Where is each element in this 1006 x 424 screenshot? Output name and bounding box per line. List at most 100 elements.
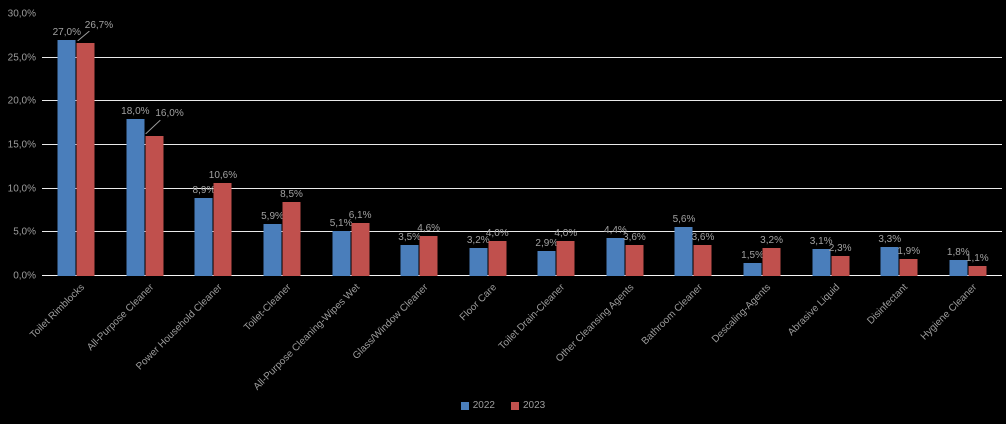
category-label: Floor Care [457, 282, 499, 324]
bar-2023: 3,6% [623, 232, 646, 276]
category-label: Glass/Window Cleaner [350, 282, 431, 362]
category-group: 5,9% 8,5% Toilet-Cleaner [242, 14, 317, 334]
category-group: 8,9% 10,6% Power Household Cleaner [134, 14, 248, 372]
bar-2022: 18,0% [121, 106, 150, 276]
gridline [42, 56, 1002, 58]
legend-item-2023: 2023 [511, 400, 545, 411]
bar-pair: 8,9% 10,6% [193, 14, 237, 276]
bar-value-label: 1,9% [897, 246, 921, 258]
category-group: 3,5% 4,6% Glass/Window Cleaner [351, 14, 454, 362]
bar-pair: 1,8% 1,1% [947, 14, 989, 276]
category-group: 3,1% 2,3% Abrasive Liquid [786, 14, 865, 338]
bar-2022: 2,9% [535, 238, 558, 276]
bar-2022: 27,0% [53, 27, 81, 276]
bar-pair: 4,4% 3,6% [604, 14, 646, 276]
bar-2023: 6,1% [349, 210, 371, 276]
category-label: Descaling-Agents [710, 282, 774, 346]
gridline [42, 187, 1002, 189]
bar-2023: 4,0% [486, 228, 509, 276]
bar-pair: 2,9% 4,0% [535, 14, 578, 276]
legend: 2022 2023 [0, 400, 1006, 411]
bar-pair: 3,3% 1,9% [878, 14, 920, 276]
y-tick-label: 20,0% [7, 95, 36, 107]
category-label: Toilet Rimblocks [28, 282, 88, 341]
category-group: 3,3% 1,9% Disinfectant [865, 14, 934, 327]
bar-value-label: 5,6% [672, 214, 696, 226]
bar-2023: 2,3% [829, 243, 852, 276]
legend-label: 2022 [472, 400, 495, 411]
category-group: 3,2% 4,0% Floor Care [453, 14, 522, 323]
bar-value-label: 2,3% [828, 242, 852, 254]
bar-2022: 5,6% [673, 214, 695, 276]
category-label: Other Cleansing Agents [553, 282, 637, 365]
category-group: 4,4% 3,6% Other Cleansing Agents [554, 14, 660, 365]
bar-value-label: 8,5% [280, 188, 303, 200]
bar-2022: 3,2% [467, 235, 490, 276]
bar-value-label: 3,6% [691, 231, 715, 243]
bar-pair: 5,6% 3,6% [673, 14, 714, 276]
bar-value-label: 8,9% [192, 185, 216, 197]
bar-pair: 18,0% 16,0% [121, 14, 184, 276]
bar-2022: 1,5% [741, 250, 764, 276]
y-tick-label: 25,0% [7, 52, 36, 64]
bar-2022: 8,9% [193, 185, 215, 276]
bar-pair: 5,9% 8,5% [261, 14, 303, 276]
legend-swatch [511, 401, 519, 410]
bar-value-label: 3,6% [623, 231, 646, 243]
bar-2023: 3,2% [760, 235, 783, 276]
plot-area: 27,0% 26,7% Toilet Rimblocks 18,0% 16,0% All-… [29, 14, 1002, 393]
bar-2023: 8,5% [280, 189, 303, 276]
bar-2023: 26,7% [76, 20, 113, 276]
bar-value-label: 4,0% [554, 228, 578, 240]
bar-2023: 1,1% [966, 253, 989, 276]
bar-2023: 10,6% [209, 170, 237, 276]
label-leader-line [145, 120, 161, 135]
bar-value-label: 10,6% [208, 170, 238, 182]
legend-swatch [460, 401, 469, 410]
y-tick-label: 5,0% [13, 226, 36, 238]
bar-2023: 4,6% [417, 223, 440, 276]
gridline [42, 144, 1002, 145]
y-tick-label: 15,0% [7, 139, 36, 151]
bar-value-label: 1,8% [946, 247, 970, 259]
bar-value-label: 4,0% [485, 228, 509, 240]
x-axis-line [42, 275, 1002, 276]
bar-groups: 27,0% 26,7% Toilet Rimblocks 18,0% 16,0% All-… [29, 14, 1002, 393]
bar-2022: 3,1% [810, 236, 833, 276]
label-leader-line [77, 30, 90, 41]
bar-value-label: 4,6% [417, 222, 441, 234]
bar-2022: 5,9% [261, 211, 284, 276]
bar-value-label: 5,9% [261, 211, 284, 223]
y-tick-label: 10,0% [7, 183, 36, 195]
bar-2022: 5,1% [330, 218, 352, 276]
category-group: 5,1% 6,1% All-Purpose Cleaning-Wipes Wet [251, 14, 385, 393]
bar-value-label: 1,5% [741, 249, 764, 261]
bar-2022: 1,8% [947, 247, 970, 276]
bar-value-label: 3,2% [466, 235, 490, 247]
legend-item-2022: 2022 [460, 400, 495, 411]
bar-value-label: 26,7% [84, 19, 114, 31]
y-tick-label: 30,0% [7, 8, 36, 20]
category-label: Toilet Drain-Cleaner [497, 282, 568, 353]
category-group: 5,6% 3,6% Bathroom Cleaner [640, 14, 728, 347]
bar-value-label: 16,0% [155, 108, 184, 120]
bar-value-label: 27,0% [52, 27, 81, 39]
bar-value-label: 3,3% [878, 234, 902, 246]
bar-2022: 4,4% [604, 225, 627, 276]
bar-value-label: 3,2% [760, 235, 783, 247]
bar-pair: 3,5% 4,6% [398, 14, 440, 276]
bar-value-label: 6,1% [348, 209, 372, 221]
category-label: Toilet-Cleaner [241, 282, 294, 334]
bar-2023: 3,6% [692, 232, 714, 276]
bar-value-label: 5,1% [329, 218, 353, 230]
gridline [42, 231, 1002, 233]
bar-pair: 5,1% 6,1% [330, 14, 371, 276]
bar-value-label: 3,1% [809, 235, 833, 247]
bar-2023: 1,9% [897, 246, 920, 276]
bar-pair: 1,5% 3,2% [741, 14, 783, 276]
gridline [42, 100, 1002, 102]
legend-label: 2023 [523, 400, 546, 411]
bar-value-label: 4,4% [604, 224, 627, 236]
category-label: All-Purpose Cleaner [85, 282, 157, 354]
